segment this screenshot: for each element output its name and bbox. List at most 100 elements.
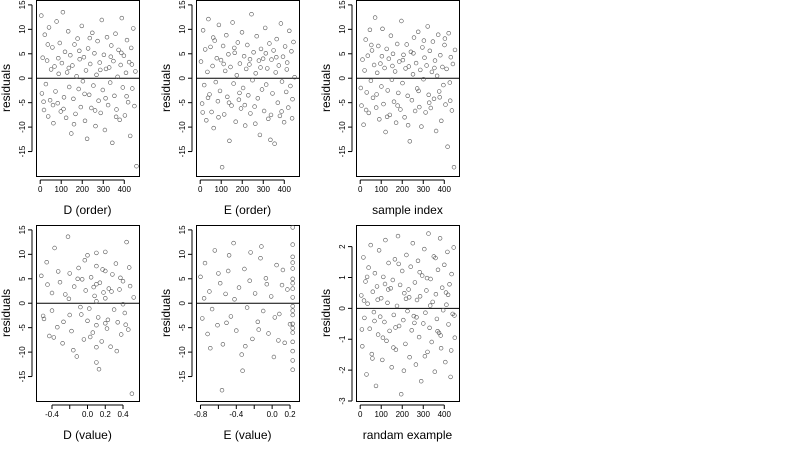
data-point bbox=[94, 345, 99, 350]
data-point bbox=[372, 271, 378, 276]
data-point bbox=[228, 64, 233, 70]
data-point bbox=[277, 113, 283, 119]
x-axis-title: D (value) bbox=[63, 428, 112, 442]
data-point bbox=[229, 103, 234, 108]
data-point bbox=[429, 69, 435, 75]
y-tick-label: -15 bbox=[18, 145, 27, 157]
data-point bbox=[124, 37, 130, 43]
data-point bbox=[445, 292, 451, 297]
data-point bbox=[424, 275, 430, 281]
data-point bbox=[359, 327, 365, 332]
data-point bbox=[117, 117, 122, 123]
data-point bbox=[427, 48, 432, 53]
data-point bbox=[432, 65, 437, 71]
data-point bbox=[362, 315, 367, 321]
data-point bbox=[237, 61, 243, 66]
data-point bbox=[451, 245, 456, 250]
y-tick-label: 10 bbox=[338, 24, 347, 33]
data-point bbox=[259, 87, 265, 92]
data-point bbox=[45, 282, 50, 287]
data-point bbox=[124, 94, 129, 99]
data-point bbox=[239, 30, 245, 35]
data-point bbox=[67, 312, 72, 318]
data-point bbox=[250, 77, 255, 83]
data-point bbox=[444, 66, 449, 72]
data-point bbox=[110, 272, 115, 277]
data-point bbox=[290, 96, 295, 102]
y-tick-label: -3 bbox=[338, 397, 347, 405]
data-point bbox=[266, 331, 271, 336]
data-point bbox=[415, 86, 420, 91]
data-point bbox=[282, 44, 288, 49]
data-point bbox=[40, 55, 45, 60]
data-point bbox=[253, 121, 258, 126]
data-point bbox=[50, 45, 55, 50]
y-tick-label: 0 bbox=[178, 75, 187, 80]
data-point bbox=[435, 329, 440, 334]
data-point bbox=[202, 260, 208, 266]
data-point bbox=[81, 337, 87, 342]
data-point bbox=[406, 287, 411, 292]
data-point bbox=[121, 53, 127, 58]
data-point bbox=[126, 265, 132, 270]
data-point bbox=[424, 63, 429, 68]
plot-frame bbox=[196, 0, 300, 177]
data-point bbox=[131, 26, 136, 31]
data-point bbox=[216, 22, 222, 28]
data-point bbox=[367, 326, 372, 331]
data-point bbox=[42, 32, 47, 37]
data-point bbox=[445, 249, 450, 255]
data-point bbox=[51, 120, 56, 126]
data-point bbox=[448, 54, 453, 60]
data-point bbox=[215, 98, 221, 104]
data-point bbox=[409, 97, 415, 103]
data-point bbox=[370, 95, 376, 101]
data-point bbox=[243, 123, 248, 128]
data-point bbox=[438, 52, 443, 58]
data-point bbox=[97, 280, 103, 285]
data-point bbox=[227, 138, 232, 144]
data-point bbox=[57, 40, 62, 46]
data-point bbox=[442, 262, 447, 267]
data-point bbox=[76, 265, 81, 271]
y-tick-label: -2 bbox=[338, 366, 347, 374]
data-point bbox=[87, 334, 93, 340]
x-axis-title: randam example bbox=[363, 428, 453, 442]
y-tick-label: 2 bbox=[338, 244, 347, 249]
data-point bbox=[395, 41, 400, 47]
x-axis-title: D (order) bbox=[63, 203, 111, 217]
data-point bbox=[290, 266, 295, 271]
data-point bbox=[385, 88, 390, 93]
data-point bbox=[217, 88, 223, 94]
data-point bbox=[277, 311, 282, 317]
data-point bbox=[228, 314, 234, 319]
data-point bbox=[369, 48, 375, 53]
data-point bbox=[439, 118, 444, 124]
data-point bbox=[398, 107, 403, 112]
data-point bbox=[110, 140, 115, 146]
data-point bbox=[232, 45, 237, 51]
data-point bbox=[265, 66, 270, 71]
data-point bbox=[47, 97, 53, 103]
data-point bbox=[128, 133, 133, 139]
data-point bbox=[401, 317, 406, 323]
data-point bbox=[415, 258, 421, 263]
y-axis-title: residuals bbox=[0, 289, 13, 337]
data-point bbox=[421, 321, 426, 326]
data-point bbox=[41, 316, 47, 322]
data-point bbox=[447, 282, 452, 287]
y-tick-label: 5 bbox=[178, 51, 187, 56]
data-point bbox=[370, 289, 375, 294]
data-point bbox=[100, 87, 106, 93]
data-point bbox=[290, 304, 295, 309]
data-point bbox=[226, 52, 231, 57]
data-point bbox=[59, 60, 65, 66]
data-point bbox=[405, 308, 410, 314]
data-point bbox=[92, 51, 97, 56]
data-point bbox=[53, 89, 58, 94]
data-point bbox=[260, 56, 266, 61]
data-point bbox=[205, 95, 211, 101]
data-point bbox=[361, 122, 366, 127]
data-point bbox=[411, 35, 417, 40]
y-axis-title: residuals bbox=[319, 64, 333, 112]
